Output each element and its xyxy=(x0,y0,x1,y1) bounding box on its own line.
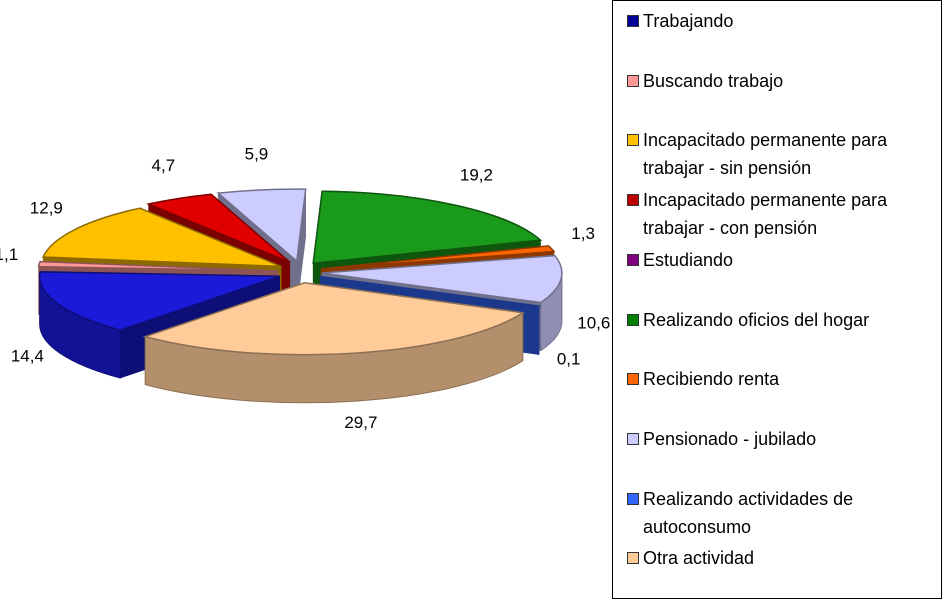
slice-wall xyxy=(537,305,540,356)
data-label: 4,7 xyxy=(152,156,176,175)
slice-top xyxy=(37,260,279,272)
legend-entry: Realizando actividades de autoconsumo xyxy=(627,485,943,541)
slice-top xyxy=(312,190,543,265)
data-label: 14,4 xyxy=(11,346,44,365)
legend-label: Buscando trabajo xyxy=(643,70,784,91)
legend-swatch xyxy=(627,313,639,326)
data-label: 29,7 xyxy=(344,413,377,432)
legend-entry: Incapacitado permanente para trabajar - … xyxy=(627,186,943,242)
legend-entry: Realizando oficios del hogar xyxy=(627,306,943,334)
data-label: 0,1 xyxy=(557,350,581,369)
legend-label: Trabajando xyxy=(643,11,734,31)
slice xyxy=(142,281,525,404)
legend-entry: Trabajando xyxy=(627,7,943,35)
data-label: 19,2 xyxy=(460,166,493,185)
legend-swatch xyxy=(627,492,639,505)
legend-swatch xyxy=(627,15,639,27)
legend-entry: Estudiando xyxy=(627,246,943,274)
slice-top xyxy=(216,188,307,263)
slice-top xyxy=(319,275,541,308)
legend-label: Recibiendo renta xyxy=(643,369,780,390)
slice-top xyxy=(321,254,563,304)
legend-label: Realizando actividades de autoconsumo xyxy=(643,488,854,537)
legend-entry: Buscando trabajo xyxy=(627,67,943,95)
legend-label: Incapacitado permanente para trabajar - … xyxy=(643,190,888,239)
legend-entry: Recibiendo renta xyxy=(627,365,943,393)
legend-entry: Pensionado - jubilado xyxy=(627,425,943,453)
legend-entry: Incapacitado permanente para trabajar - … xyxy=(627,126,943,182)
legend-swatch xyxy=(627,552,639,565)
legend-swatch xyxy=(627,194,639,207)
legend-label: Realizando oficios del hogar xyxy=(643,309,870,330)
slice-top xyxy=(41,207,282,268)
legend: Trabajando Buscando trabajo Incapacitado p… xyxy=(612,0,942,599)
legend-swatch xyxy=(627,432,639,445)
data-label: 5,9 xyxy=(245,145,269,164)
legend-swatch xyxy=(627,253,639,266)
legend-swatch xyxy=(627,373,639,386)
legend-swatch xyxy=(627,74,639,87)
legend-label: Estudiando xyxy=(643,249,734,270)
data-label: 1,1 xyxy=(0,245,18,264)
slice-top xyxy=(142,281,525,356)
data-label: 10,6 xyxy=(577,313,610,332)
legend-label: Otra actividad xyxy=(643,548,755,569)
data-label: 12,9 xyxy=(30,198,63,217)
slice-top xyxy=(38,271,280,331)
legend-label: Incapacitado permanente para trabajar - … xyxy=(643,130,888,179)
legend-swatch xyxy=(627,134,639,147)
legend-entry: Otra actividad xyxy=(627,544,943,572)
slice-top xyxy=(146,193,291,263)
slice-top xyxy=(321,245,556,270)
pie-area: 14,4 1,1 12,9 4,7 5,9 19,2 1,3 10,6 0,1 29,7 xyxy=(0,145,610,432)
data-label: 1,3 xyxy=(571,224,595,243)
legend-label: Pensionado - jubilado xyxy=(643,428,817,449)
